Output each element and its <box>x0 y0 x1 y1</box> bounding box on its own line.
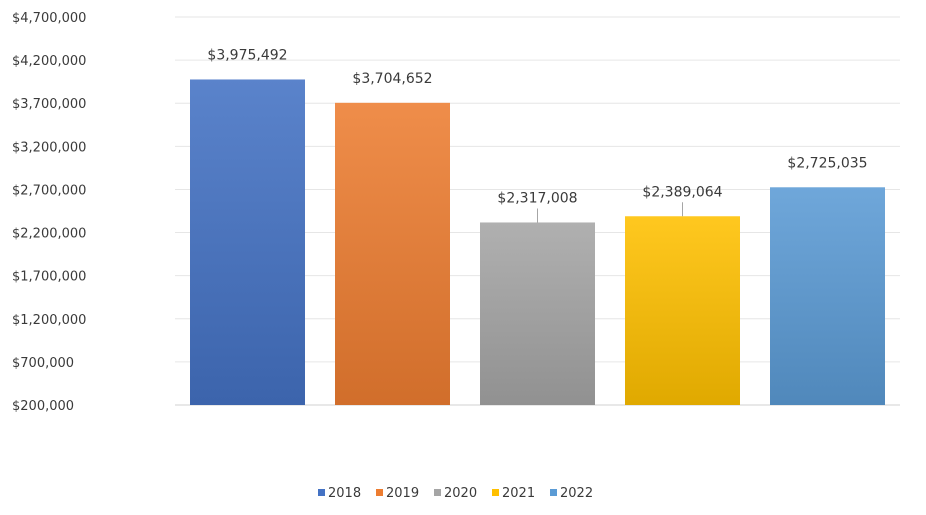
bar-2019 <box>335 102 450 406</box>
legend: 2018 2019 2020 2021 2022 <box>318 486 593 501</box>
legend-swatch <box>376 489 383 496</box>
y-tick-label: $3,700,000 <box>12 97 86 112</box>
legend-swatch <box>318 489 325 496</box>
legend-label: 2021 <box>502 486 535 501</box>
legend-item-2019: 2019 <box>376 486 419 501</box>
legend-item-2022: 2022 <box>550 486 593 501</box>
legend-swatch <box>434 489 441 496</box>
legend-item-2020: 2020 <box>434 486 477 501</box>
data-label-2022: $2,725,035 <box>787 155 867 171</box>
legend-label: 2022 <box>560 486 593 501</box>
data-labels: $3,975,492 $3,704,652 $2,317,008 $2,389,064… <box>207 47 868 223</box>
legend-item-2021: 2021 <box>492 486 535 501</box>
data-label-2020: $2,317,008 <box>497 190 577 206</box>
y-tick-label: $2,200,000 <box>12 227 86 242</box>
data-label-2018: $3,975,492 <box>207 47 287 63</box>
data-label-2019: $3,704,652 <box>352 71 432 87</box>
legend-label: 2018 <box>328 486 361 501</box>
bar-2018 <box>190 79 305 405</box>
legend-label: 2020 <box>444 486 477 501</box>
y-tick-label: $700,000 <box>12 356 74 371</box>
bar-2021 <box>625 216 740 405</box>
y-axis-tick-labels: $200,000 $700,000 $1,200,000 $1,700,000 $2,2… <box>12 11 86 414</box>
legend-swatch <box>550 489 557 496</box>
legend-item-2018: 2018 <box>318 486 361 501</box>
y-tick-label: $3,200,000 <box>12 140 86 155</box>
y-tick-label: $4,700,000 <box>12 11 86 26</box>
data-label-2021: $2,389,064 <box>642 184 722 200</box>
legend-label: 2019 <box>386 486 419 501</box>
y-tick-label: $2,700,000 <box>12 183 86 198</box>
bar-2020 <box>480 222 595 405</box>
y-tick-label: $1,200,000 <box>12 313 86 328</box>
legend-swatch <box>492 489 499 496</box>
bar-2022 <box>770 187 885 405</box>
y-tick-label: $200,000 <box>12 399 74 414</box>
y-tick-label: $1,700,000 <box>12 270 86 285</box>
bars <box>190 79 885 406</box>
y-tick-label: $4,200,000 <box>12 54 86 69</box>
